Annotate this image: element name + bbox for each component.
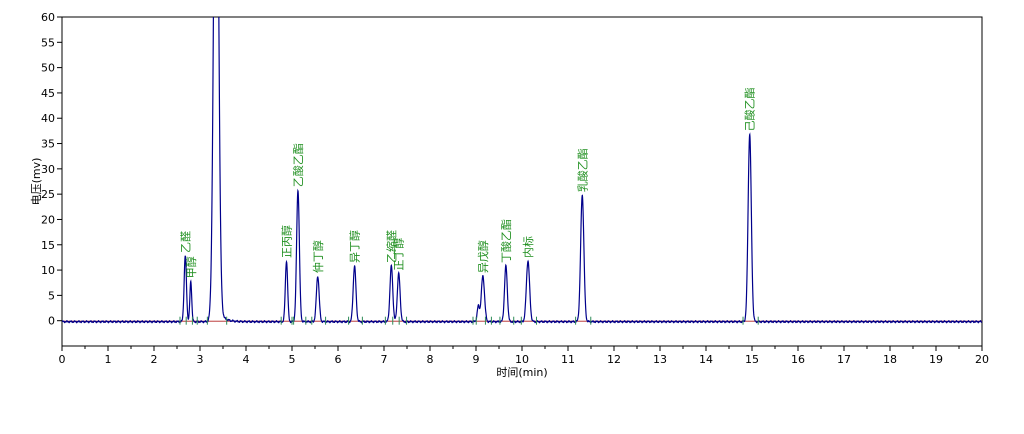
- peak-label: 己酸乙酯: [743, 87, 757, 131]
- x-tick-label: 6: [335, 353, 342, 366]
- x-tick-label: 20: [975, 353, 989, 366]
- axes-layer: [61, 16, 983, 347]
- x-tick-label: 0: [59, 353, 66, 366]
- y-tick-label: 55: [41, 36, 55, 49]
- peak-label: 正丁醇: [392, 238, 406, 271]
- y-tick-label: 10: [41, 264, 55, 277]
- y-tick-label: 15: [41, 239, 55, 252]
- x-tick-label: 17: [837, 353, 851, 366]
- y-tick-label: 5: [48, 289, 55, 302]
- x-tick-label: 5: [289, 353, 296, 366]
- peak-label: 仲丁醇: [311, 240, 325, 273]
- y-tick-label: 40: [41, 112, 55, 125]
- peak-label: 乙醛: [178, 231, 192, 253]
- peak-label: 丁酸乙酯: [499, 219, 513, 263]
- signal-trace: [62, 17, 982, 324]
- y-tick-label: 35: [41, 138, 55, 151]
- ticks-layer: 0 1 2 3 4 5 6 7 8 9 10 11 12 13 14 15 16 17 18 19 2005101520…: [41, 11, 989, 366]
- x-tick-label: 4: [243, 353, 250, 366]
- x-tick-label: 11: [561, 353, 575, 366]
- y-tick-label: 50: [41, 62, 55, 75]
- peak-label: 内标: [521, 236, 535, 258]
- x-tick-label: 9: [473, 353, 480, 366]
- x-tick-label: 2: [151, 353, 158, 366]
- x-tick-label: 3: [197, 353, 204, 366]
- y-tick-label: 25: [41, 188, 55, 201]
- y-tick-label: 0: [48, 315, 55, 328]
- x-tick-label: 15: [745, 353, 759, 366]
- y-axis-title: 电压(mv): [30, 158, 43, 206]
- peak-label: 乙酸乙酯: [291, 143, 305, 187]
- x-tick-label: 12: [607, 353, 621, 366]
- x-tick-label: 13: [653, 353, 667, 366]
- x-tick-label: 1: [105, 353, 112, 366]
- x-tick-label: 7: [381, 353, 388, 366]
- x-tick-label: 18: [883, 353, 897, 366]
- peak-label: 甲醇: [184, 256, 198, 278]
- y-tick-label: 30: [41, 163, 55, 176]
- x-axis-title: 时间(min): [496, 366, 547, 379]
- x-tick-label: 10: [515, 353, 529, 366]
- y-tick-label: 45: [41, 87, 55, 100]
- trace-layer: [62, 17, 982, 325]
- peak-label: 异丁醇: [348, 230, 362, 263]
- peak-label: 乳酸乙酯: [575, 148, 589, 192]
- peak-label: 异戊醇: [476, 240, 490, 273]
- plot-frame: [61, 16, 983, 347]
- peak-label: 正丙醇: [280, 225, 294, 258]
- y-tick-label: 20: [41, 213, 55, 226]
- x-tick-label: 19: [929, 353, 943, 366]
- x-tick-label: 14: [699, 353, 713, 366]
- y-tick-label: 60: [41, 11, 55, 24]
- peak-label: 乙缩醛: [384, 230, 398, 263]
- x-tick-label: 16: [791, 353, 805, 366]
- x-tick-label: 8: [427, 353, 434, 366]
